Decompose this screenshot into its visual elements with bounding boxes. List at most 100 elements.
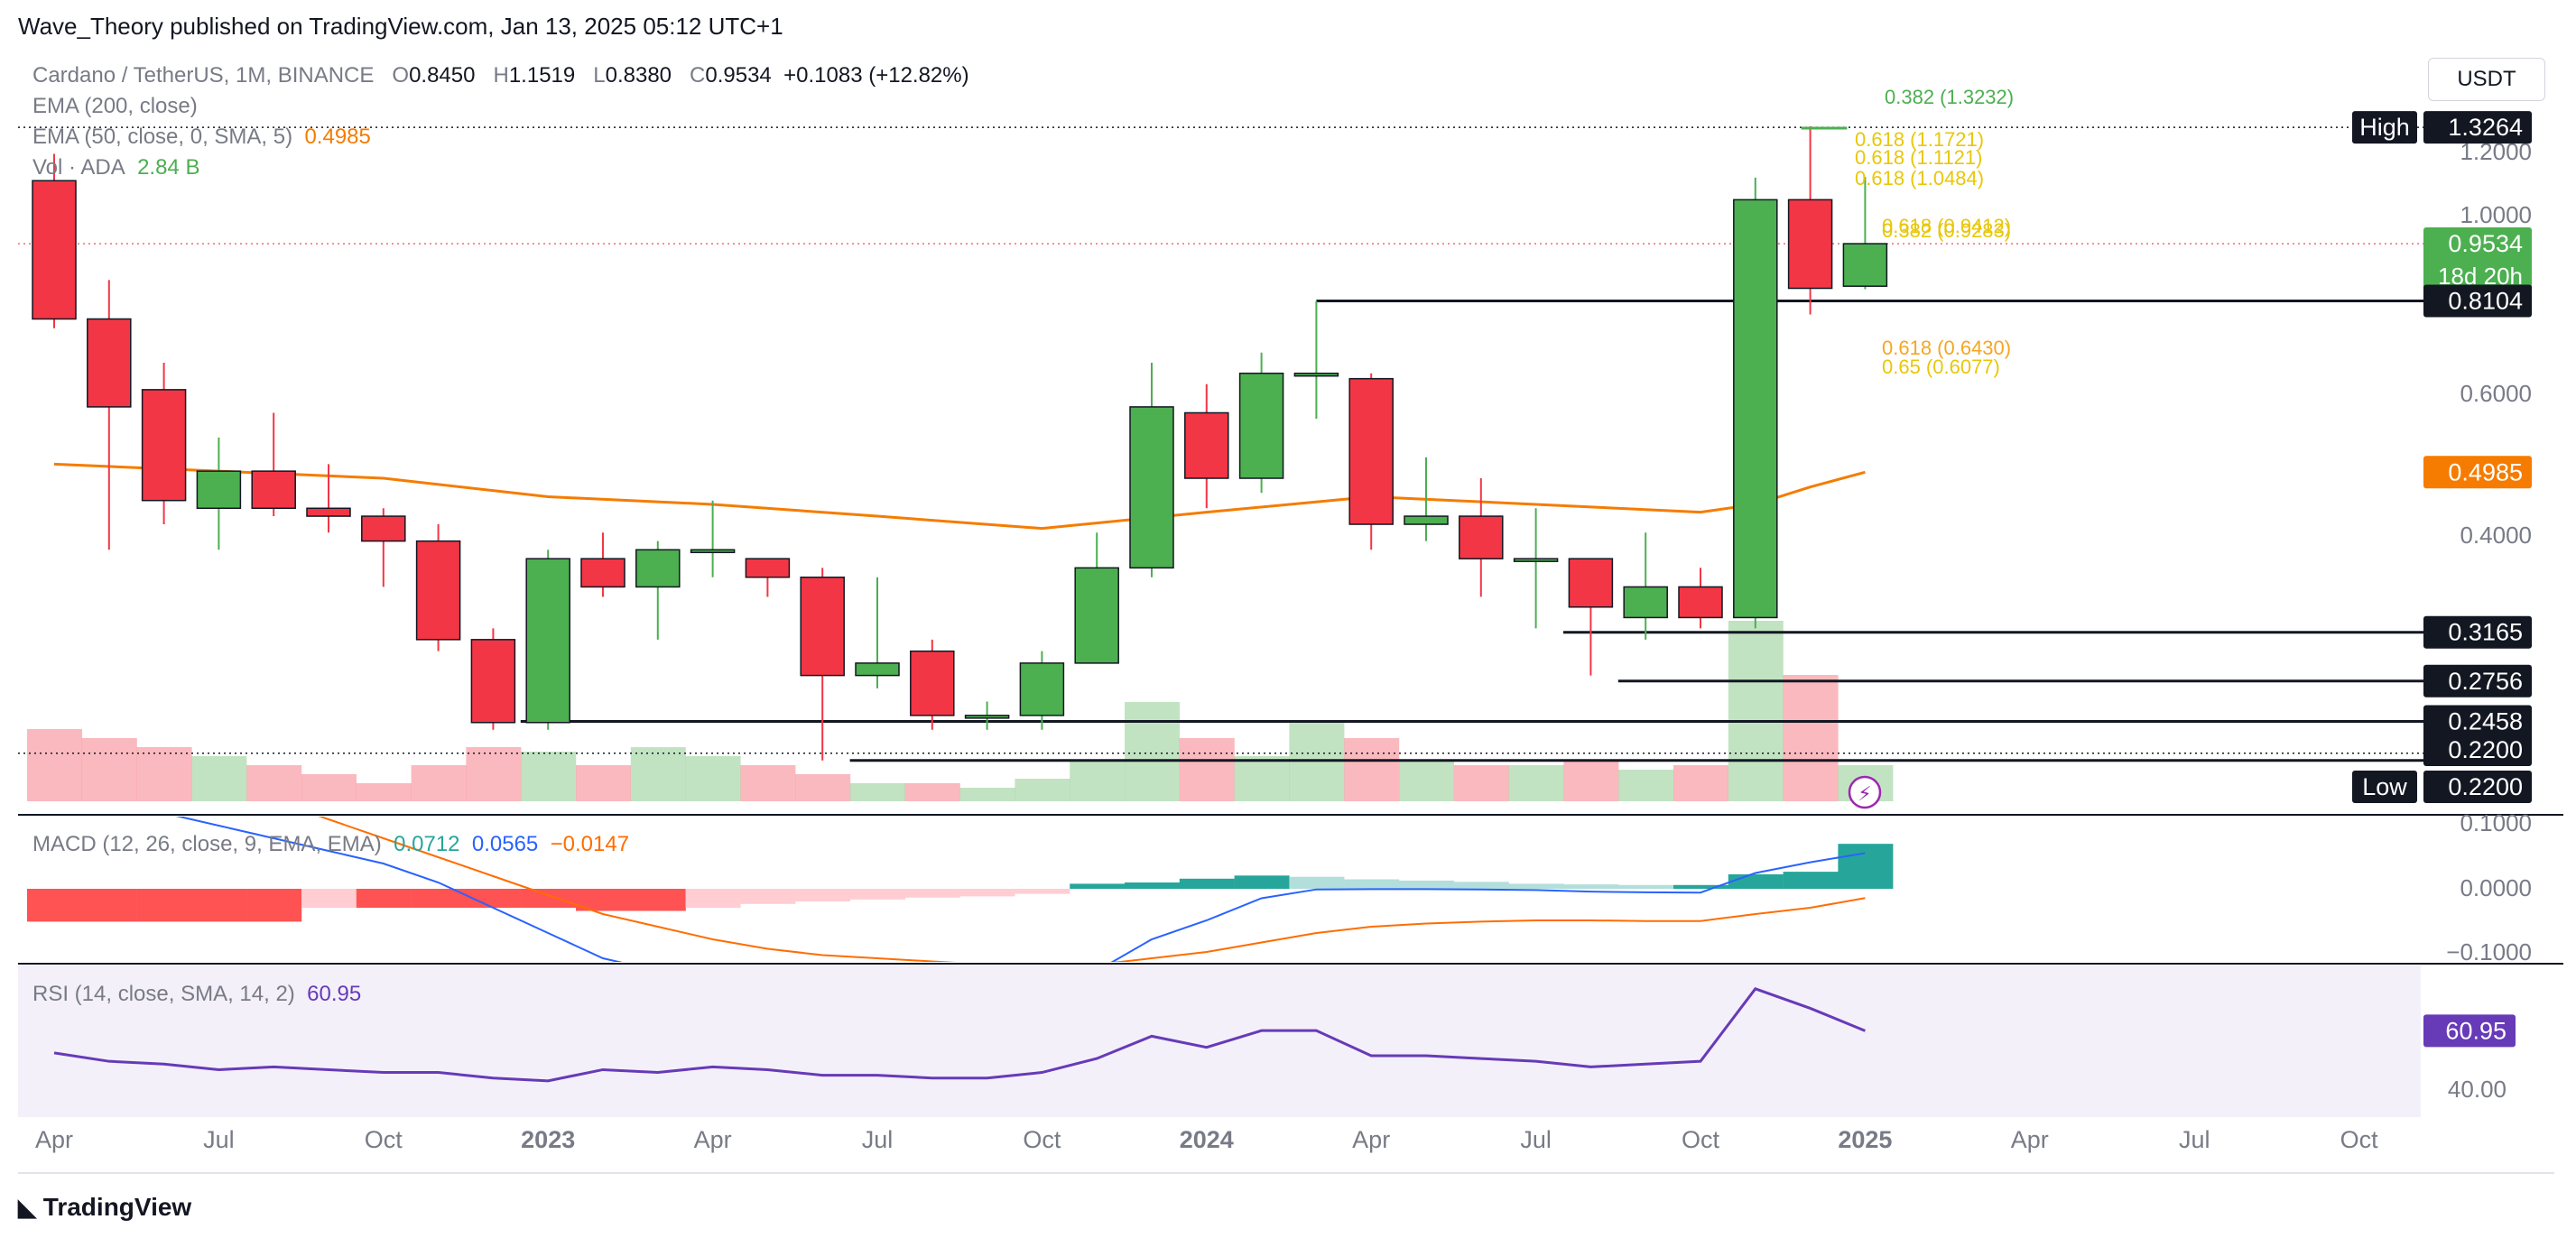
macd-line-value: 0.0565 [471,832,539,856]
price-tag-value: 0.2200 [2448,736,2523,763]
candle [690,500,736,577]
low-label: L [593,63,606,88]
price-tag-value: 0.2200 [2448,773,2523,800]
candle-body [800,576,845,677]
fib-label: 0.382 (0.9283) [1882,219,2011,242]
price-tag: 0.2756 [2423,664,2532,698]
volume-bar [521,752,577,801]
volume-bar [81,738,137,801]
price-tag-label-box [2352,771,2417,803]
time-axis-tick: Jul [2179,1126,2210,1153]
candle [964,701,1010,730]
volume-bar [685,756,741,801]
candle-body [1293,372,1339,377]
macd-histogram-bar [411,889,467,908]
time-axis-tick: Apr [35,1126,73,1153]
volume-bar [904,783,960,801]
candle-body [415,540,461,641]
time-axis-tick: Apr [1352,1126,1390,1153]
price-tag-value: 1.3264 [2448,114,2523,141]
macd-histogram-bar [1179,878,1235,889]
close-label: C [690,63,706,88]
price-tag-box [2423,227,2532,293]
macd-histogram-bar [1508,883,1564,889]
candle-body [32,180,77,320]
price-tag-value: 0.2756 [2448,668,2523,695]
macd-signal-line [318,817,1866,962]
currency-button[interactable]: USDT [2428,58,2545,101]
volume-bar [959,788,1015,801]
macd-legend: MACD (12, 26, close, 9, EMA, EMA) 0.0712… [32,832,629,857]
macd-histogram-bar [1673,884,1728,889]
candle-body [87,318,132,408]
fib-label: 0.618 (1.1721) [1855,128,1984,151]
rsi-pane-background [18,965,2421,1117]
price-tag-box [2423,284,2532,318]
candle-body [470,639,516,724]
time-axis-tick: Oct [1682,1126,1720,1153]
candle-body [1074,567,1119,664]
macd-signal-value: −0.0147 [550,832,630,856]
volume-bar [136,747,192,801]
candle-body [855,662,900,677]
candle [196,437,242,550]
macd-histogram-bar [630,889,686,911]
candle [251,412,296,517]
price-tag-box [2423,456,2532,489]
macd-histogram-bar [740,889,796,904]
candle-body [690,549,736,554]
fib-label: 0.382 (1.3232) [1885,86,2014,108]
volume-bar [1453,765,1509,801]
macd-histogram-bar [246,889,302,922]
macd-histogram-bar [1783,872,1839,889]
candle [1733,177,1778,629]
price-tag: 0.2458 [2423,705,2532,738]
volume-bar [740,765,796,801]
candle [306,464,351,533]
candle [361,508,406,587]
price-tag-box [2423,734,2532,766]
time-axis-tick: Oct [2340,1126,2379,1153]
macd-histogram-bar [1728,873,1784,889]
time-axis-tick: Apr [694,1126,732,1153]
price-tag: 0.2200 Low [2352,771,2532,803]
candle [1513,508,1559,629]
candle [87,280,132,550]
volume-bar [1783,675,1839,801]
volume-bar [246,765,302,801]
price-tag: 0.3165 [2423,615,2532,649]
volume-bar [1015,779,1070,801]
price-axis-tick: 1.0000 [2460,201,2532,228]
fib-label: 0.65 (0.6077) [1882,356,2000,378]
candle [415,524,461,651]
macd-axis-tick: 0.0000 [2460,874,2532,901]
candle-body [1184,411,1229,479]
candle-body [910,650,955,716]
candle [1787,126,1833,315]
macd-axis-tick: 0.1000 [2460,809,2532,836]
alert-icon: ⚡ [1848,775,1882,809]
macd-histogram-bar [1618,884,1674,889]
time-axis-tick: Oct [365,1126,403,1153]
rsi-label: RSI (14, close, SMA, 14, 2) [32,982,295,1006]
candle-body [1787,199,1833,290]
macd-histogram-bar [959,889,1015,897]
candle [525,550,570,730]
fib-label: 0.618 (0.9412) [1882,215,2011,237]
candle-body [1842,243,1888,287]
tradingview-logo[interactable]: ◣ TradingView [18,1193,191,1222]
open-label: O [392,63,410,88]
price-axis-tick: 0.4000 [2460,522,2532,549]
candle [32,153,77,328]
macd-histogram-bar [1838,844,1894,889]
macd-histogram-bar [81,889,137,922]
macd-label: MACD (12, 26, close, 9, EMA, EMA) [32,832,382,856]
rsi-legend: RSI (14, close, SMA, 14, 2) 60.95 [32,982,361,1007]
volume-bar [850,783,905,801]
time-axis-tick: Oct [1023,1126,1061,1153]
price-tag-value: 0.4985 [2448,458,2523,485]
volume-bar [1563,761,1619,801]
rsi-tag-value: 60.95 [2445,1017,2507,1044]
volume-bar [191,756,247,801]
